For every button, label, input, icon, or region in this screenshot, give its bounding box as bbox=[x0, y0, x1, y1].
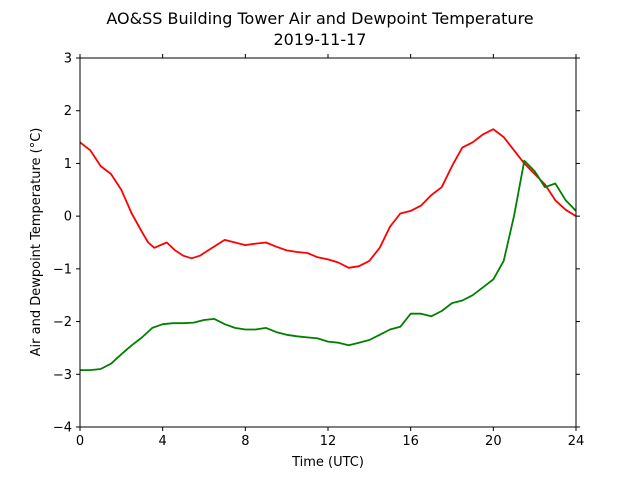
chart-subtitle: 2019-11-17 bbox=[274, 30, 367, 49]
x-tick-label: 12 bbox=[320, 434, 337, 449]
x-tick-label: 20 bbox=[485, 434, 502, 449]
y-axis-label: Air and Dewpoint Temperature (°C) bbox=[29, 128, 44, 357]
y-tick-label: 0 bbox=[64, 210, 72, 225]
y-axis: −4 −3 −2 −1 0 1 2 3 bbox=[53, 52, 580, 436]
y-tick-label: −3 bbox=[53, 368, 72, 383]
series-line-1 bbox=[79, 128, 577, 269]
series-line-2 bbox=[80, 159, 577, 372]
y-tick-label: 2 bbox=[64, 104, 72, 119]
x-tick-label: 4 bbox=[159, 434, 167, 449]
x-tick-label: 0 bbox=[76, 434, 84, 449]
y-tick-label: 3 bbox=[64, 52, 72, 67]
chart-title: AO&SS Building Tower Air and Dewpoint Te… bbox=[106, 9, 533, 28]
x-tick-label: 24 bbox=[568, 434, 585, 449]
x-axis-label: Time (UTC) bbox=[291, 455, 364, 470]
y-tick-label: −1 bbox=[53, 262, 72, 277]
plot-area bbox=[79, 128, 577, 372]
x-axis: 0 4 8 12 16 20 24 bbox=[76, 54, 584, 449]
y-tick-label: 1 bbox=[64, 157, 72, 172]
y-tick-label: −2 bbox=[53, 315, 72, 330]
x-tick-label: 8 bbox=[241, 434, 249, 449]
plot-frame bbox=[79, 57, 577, 428]
y-tick-label: −4 bbox=[53, 421, 72, 436]
x-tick-label: 16 bbox=[402, 434, 419, 449]
